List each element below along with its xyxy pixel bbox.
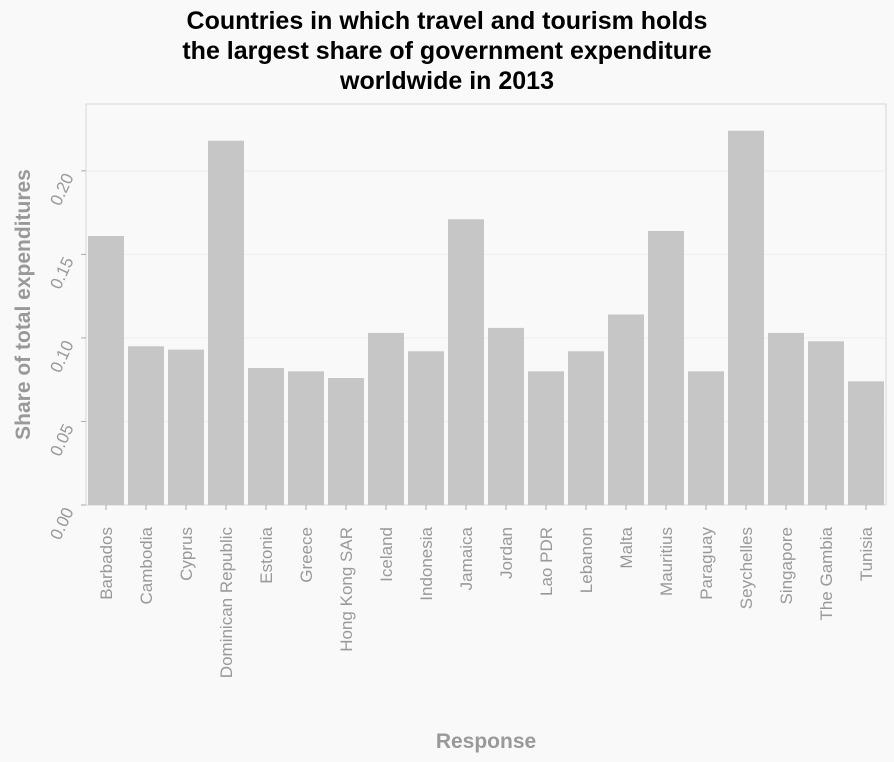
bar-greece	[288, 371, 324, 505]
bar-paraguay	[688, 371, 724, 505]
bar-hong-kong-sar	[328, 378, 364, 505]
bar-lebanon	[568, 351, 604, 505]
bar-dominican-republic	[208, 140, 244, 505]
x-tick-label: Tunisia	[857, 526, 876, 581]
bar-malta	[608, 314, 644, 505]
chart-title: Countries in which travel and tourism ho…	[0, 6, 894, 96]
x-tick-label: Jordan	[497, 527, 516, 579]
bar-lao-pdr	[528, 371, 564, 505]
bar-seychelles	[728, 130, 764, 505]
x-tick-label: Lao PDR	[537, 527, 556, 596]
bar-mauritius	[648, 230, 684, 505]
x-tick-label: Dominican Republic	[217, 527, 236, 679]
x-tick-label: Paraguay	[697, 527, 716, 600]
x-tick-label: Indonesia	[417, 526, 436, 600]
bar-cyprus	[168, 349, 204, 505]
x-tick-label: Lebanon	[577, 527, 596, 593]
x-axis-title: Response	[436, 730, 536, 753]
bar-iceland	[368, 332, 404, 505]
bar-estonia	[248, 367, 284, 505]
y-axis-ticks: 0.00 0.05 0.10 0.15 0.20	[46, 170, 86, 543]
chart-title-line-3: worldwide in 2013	[340, 67, 554, 95]
x-tick-label: Jamaica	[457, 526, 476, 590]
x-tick-label: Greece	[297, 527, 316, 583]
x-tick-label: Estonia	[257, 526, 276, 583]
y-tick-label: 0.15	[46, 254, 77, 292]
bar-indonesia	[408, 351, 444, 505]
x-tick-label: Singapore	[777, 527, 796, 605]
bar-singapore	[768, 332, 804, 505]
bar-jamaica	[448, 219, 484, 505]
bar-barbados	[88, 235, 124, 505]
x-tick-label: Seychelles	[737, 527, 756, 609]
plot-frame	[85, 103, 887, 506]
chart-title-line-1: Countries in which travel and tourism ho…	[186, 7, 708, 35]
y-tick-label: 0.10	[46, 338, 77, 376]
y-tick-label: 0.20	[46, 170, 77, 208]
gridlines	[86, 170, 886, 506]
x-tick-label: The Gambia	[817, 526, 836, 620]
x-tick-label: Iceland	[377, 527, 396, 582]
bars	[88, 130, 884, 505]
x-tick-label: Mauritius	[657, 527, 676, 596]
x-axis-ticks: Barbados Cambodia Cyprus Dominican Republic…	[97, 505, 876, 678]
x-tick-label: Hong Kong SAR	[337, 527, 356, 652]
bar-jordan	[488, 327, 524, 505]
bar-tunisia	[848, 381, 884, 505]
bar-the-gambia	[808, 341, 844, 505]
x-tick-label: Barbados	[97, 527, 116, 600]
x-tick-label: Cambodia	[137, 526, 156, 604]
x-tick-label: Cyprus	[177, 527, 196, 581]
chart-title-line-2: the largest share of government expendit…	[182, 37, 712, 65]
y-axis-title: Share of total expenditures	[12, 169, 35, 440]
y-tick-label: 0.05	[46, 421, 77, 459]
x-tick-label: Malta	[617, 526, 636, 568]
y-tick-label: 0.00	[46, 505, 77, 543]
bar-cambodia	[128, 346, 164, 505]
